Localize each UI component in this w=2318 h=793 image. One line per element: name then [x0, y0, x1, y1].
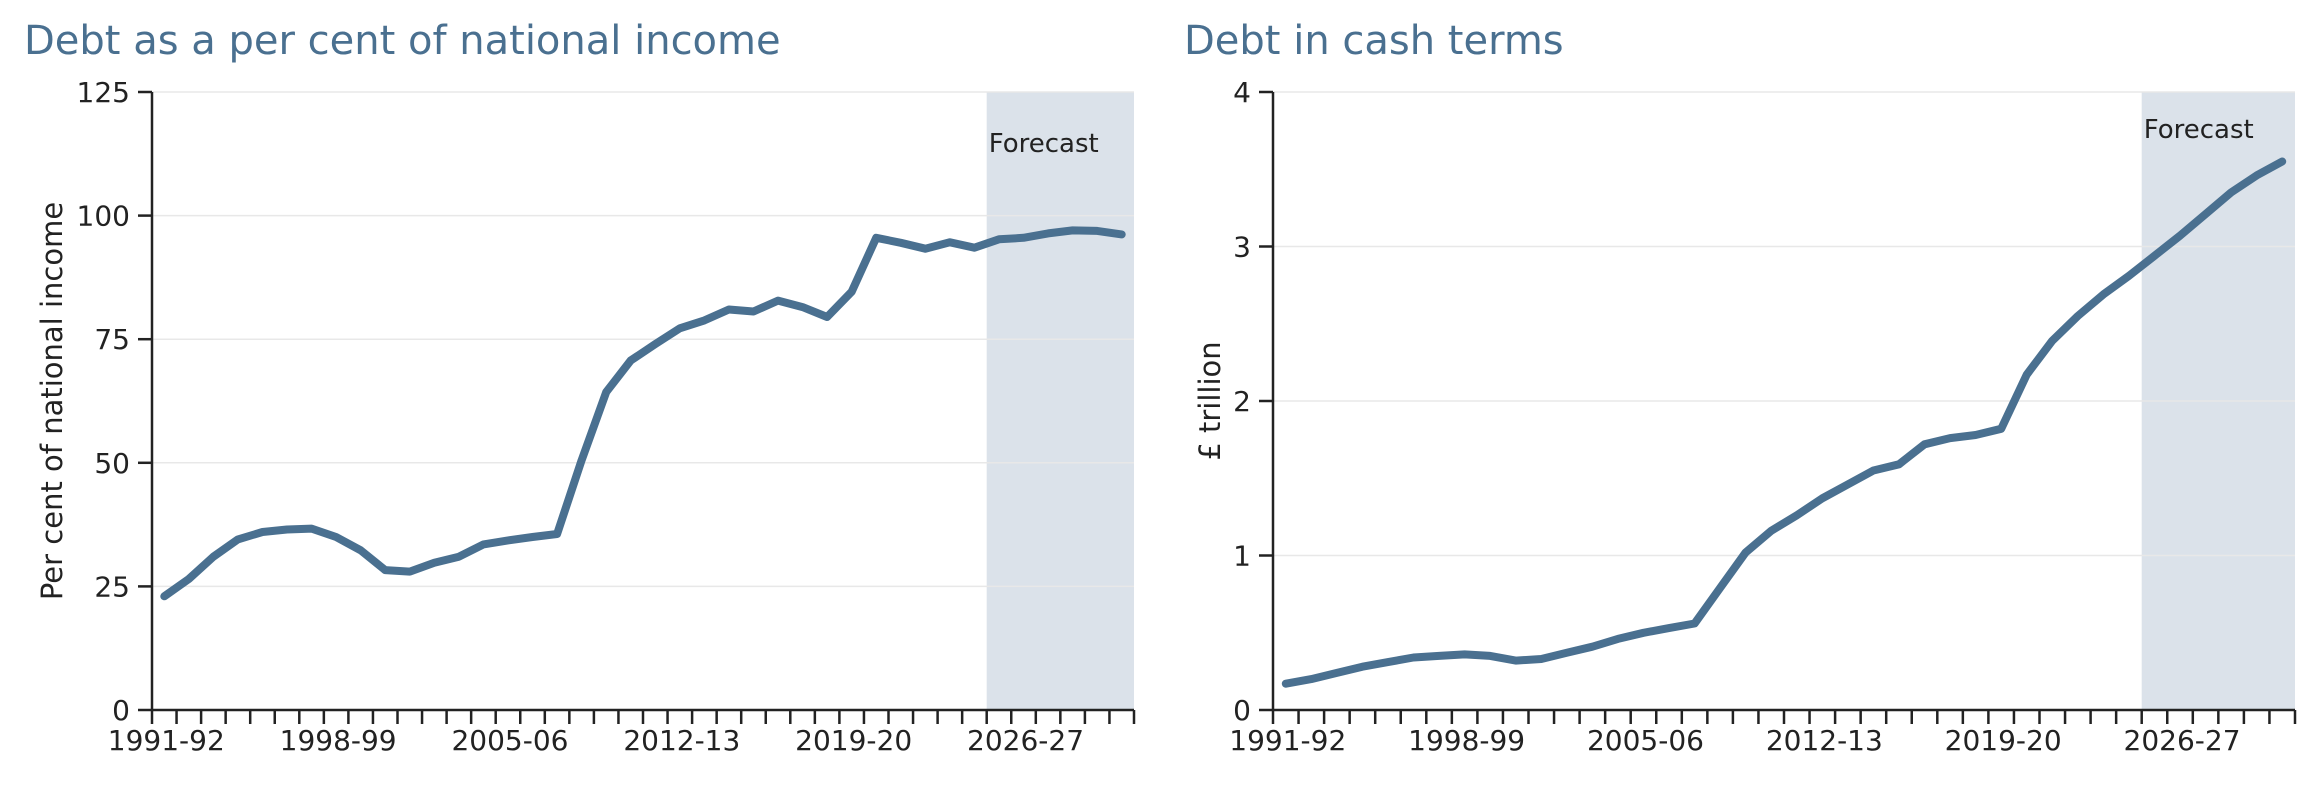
y-tick-label: 1 — [1233, 540, 1251, 573]
chart-title: Debt as a per cent of national income — [24, 18, 781, 64]
y-tick-label: 125 — [77, 76, 130, 109]
x-tick-label: 2026-27 — [967, 724, 1084, 757]
x-tick-label: 2026-27 — [2124, 724, 2241, 757]
y-tick-label: 75 — [94, 323, 130, 356]
x-tick-label: 1998-99 — [1408, 724, 1525, 757]
x-tick-label: 1998-99 — [280, 724, 397, 757]
y-tick-label: 0 — [112, 694, 130, 727]
x-tick-label: 2005-06 — [451, 724, 568, 757]
y-tick-label: 50 — [94, 447, 130, 480]
y-axis-title: Per cent of national income — [35, 202, 69, 600]
y-tick-label: 3 — [1233, 231, 1251, 264]
forecast-label: Forecast — [2144, 115, 2254, 145]
y-tick-label: 2 — [1233, 385, 1251, 418]
y-tick-label: 25 — [94, 570, 130, 603]
x-tick-label: 2012-13 — [1766, 724, 1883, 757]
x-tick-label: 1991-92 — [108, 724, 225, 757]
forecast-region — [986, 92, 1134, 710]
x-tick-label: 2019-20 — [795, 724, 912, 757]
series-line — [1281, 157, 2287, 688]
series-line — [160, 226, 1126, 601]
x-tick-label: 2012-13 — [623, 724, 740, 757]
y-tick-label: 0 — [1233, 694, 1251, 727]
x-tick-label: 2005-06 — [1587, 724, 1704, 757]
forecast-label: Forecast — [989, 129, 1099, 159]
x-tick-label: 1991-92 — [1229, 724, 1346, 757]
x-tick-label: 2019-20 — [1945, 724, 2062, 757]
y-tick-label: 4 — [1233, 76, 1251, 109]
y-tick-label: 100 — [77, 200, 130, 233]
chart-title: Debt in cash terms — [1184, 18, 1564, 64]
y-axis-title: £ trillion — [1193, 341, 1227, 460]
